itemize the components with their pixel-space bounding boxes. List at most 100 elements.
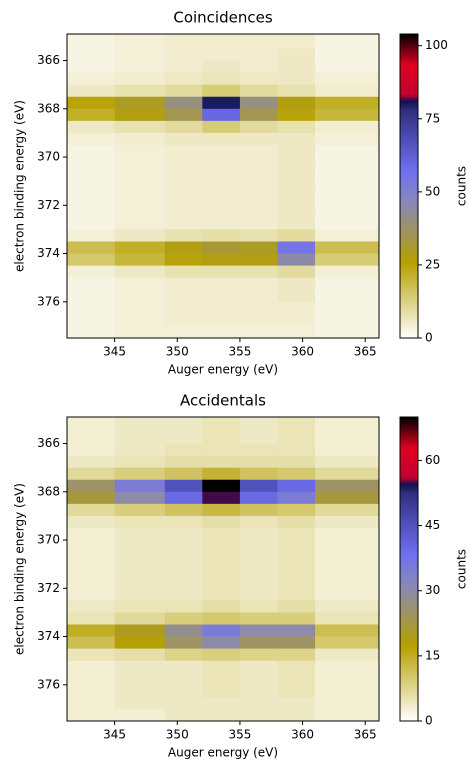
heatmap-cell <box>315 672 380 686</box>
y-tick-label: 366 <box>37 53 60 67</box>
y-tick-label: 370 <box>37 533 60 547</box>
colorbar-strip <box>400 98 418 102</box>
colorbar-strip <box>400 429 418 432</box>
colorbar-strip <box>400 496 418 499</box>
heatmap-cell <box>202 34 241 49</box>
heatmap-cell <box>277 527 316 541</box>
x-tick-label: 360 <box>291 345 314 359</box>
colorbar-strip <box>400 309 418 313</box>
colorbar-strip <box>400 451 418 454</box>
colorbar-strip <box>400 139 418 142</box>
heatmap-cell <box>67 672 115 686</box>
heatmap-cell <box>114 431 166 444</box>
colorbar-strip <box>400 419 418 422</box>
heatmap-cell <box>315 540 380 553</box>
colorbar-strip <box>400 56 418 59</box>
colorbar-strip <box>400 646 418 649</box>
heatmap-cell <box>202 96 241 110</box>
colorbar-strip <box>400 562 418 566</box>
heatmap-cell <box>239 696 278 710</box>
heatmap-cell <box>239 301 278 315</box>
colorbar-strip <box>400 445 418 448</box>
heatmap-cell <box>202 540 241 553</box>
heatmap-cell <box>114 157 166 170</box>
colorbar-strip <box>400 656 418 659</box>
colorbar-strip <box>400 692 418 696</box>
colorbar-strip <box>400 329 418 333</box>
colorbar-strip <box>400 82 418 86</box>
heatmap-cell <box>315 120 380 134</box>
heatmap-cell <box>239 108 278 122</box>
colorbar-strip <box>400 714 418 718</box>
colorbar-strip <box>400 571 418 574</box>
heatmap-cell <box>277 660 316 674</box>
colorbar-strip <box>400 90 418 94</box>
heatmap-cell <box>164 120 203 134</box>
colorbar-strip <box>400 674 418 677</box>
heatmap-cell <box>114 144 166 158</box>
y-tick-label: 368 <box>37 101 60 115</box>
heatmap-cell <box>202 491 241 505</box>
colorbar-strip <box>400 216 418 219</box>
colorbar-strip <box>400 260 418 264</box>
heatmap-cell <box>315 648 380 661</box>
colorbar-strip <box>400 613 418 617</box>
colorbar-strip <box>400 230 418 234</box>
colorbar-strip <box>400 111 418 114</box>
y-axis-label: electron binding energy (eV) <box>13 483 27 655</box>
heatmap-cell <box>277 612 316 625</box>
heatmap-cell <box>315 229 380 242</box>
heatmap-cell <box>67 491 115 505</box>
x-tick-label: 360 <box>291 728 314 742</box>
heatmap-cell <box>114 527 166 541</box>
heatmap-cell <box>315 576 380 589</box>
heatmap-cell <box>239 96 278 110</box>
heatmap-cell <box>277 60 316 73</box>
y-tick-label: 368 <box>37 484 60 498</box>
colorbar-strip <box>400 635 418 639</box>
heatmap-cell <box>239 455 278 468</box>
heatmap-cell <box>277 417 316 432</box>
colorbar-strip <box>400 252 418 256</box>
colorbar-strip <box>400 115 418 118</box>
colorbar-strip <box>400 540 418 544</box>
heatmap-cell <box>202 417 241 432</box>
heatmap-cell <box>315 217 380 230</box>
colorbar-strip <box>400 293 418 296</box>
heatmap-cell <box>239 588 278 601</box>
heatmap-cell <box>202 588 241 601</box>
heatmap-cell <box>164 313 203 327</box>
heatmap-cell <box>315 169 380 182</box>
heatmap-cell <box>202 455 241 468</box>
colorbar-strip <box>400 303 418 307</box>
colorbar-strip <box>400 44 418 47</box>
heatmap-cell <box>239 467 278 481</box>
heatmap-cell <box>67 540 115 553</box>
heatmap-cell <box>114 636 166 649</box>
colorbar-strip <box>400 117 418 120</box>
heatmap-cell <box>315 325 380 339</box>
colorbar-strip <box>400 194 418 197</box>
colorbar-strip <box>400 305 418 309</box>
heatmap-cell <box>202 144 241 158</box>
heatmap-cell <box>114 34 166 49</box>
colorbar-strip <box>400 637 418 641</box>
heatmap-cell <box>315 443 380 456</box>
heatmap-cell <box>239 540 278 553</box>
heatmap-cell <box>239 217 278 230</box>
heatmap-cell <box>202 301 241 315</box>
heatmap-cell <box>315 205 380 218</box>
heatmap-cell <box>277 120 316 134</box>
heatmap-cell <box>202 241 241 254</box>
heatmap-cell <box>67 144 115 158</box>
heatmap-cell <box>114 708 166 722</box>
colorbar-strip <box>400 603 418 606</box>
heatmap-cell <box>164 708 203 722</box>
colorbar-strip <box>400 439 418 442</box>
heatmap-cell <box>239 636 278 649</box>
heatmap-cell <box>202 60 241 73</box>
x-tick-label: 355 <box>228 728 251 742</box>
heatmap-cell <box>277 479 316 493</box>
heatmap-cell <box>315 552 380 565</box>
heatmap-cell <box>239 277 278 291</box>
